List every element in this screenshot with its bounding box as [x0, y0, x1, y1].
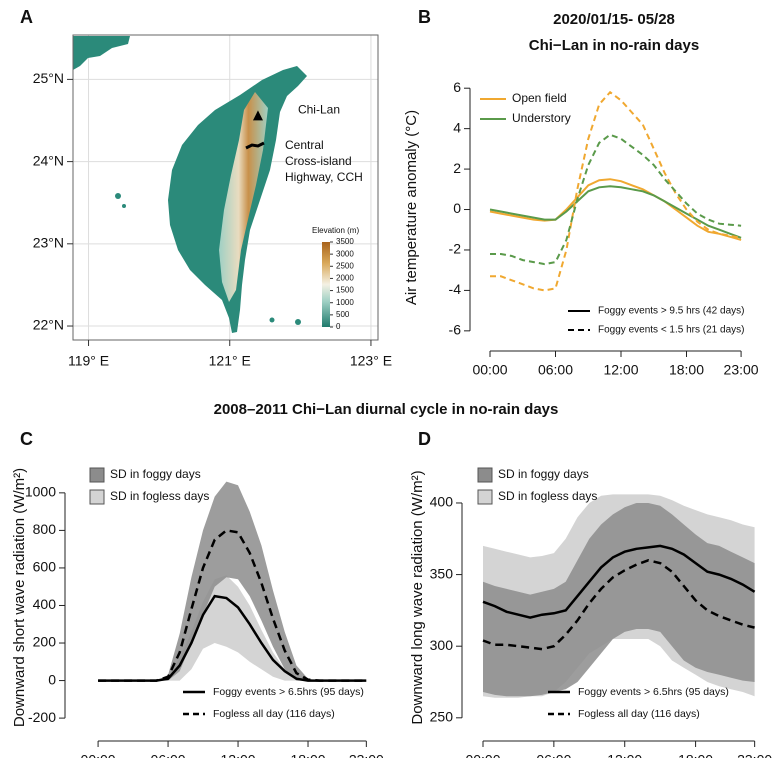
x-tick-label: 12:00 [607, 752, 642, 758]
x-tick-label: 123° E [350, 353, 392, 369]
x-tick-label: 23:00 [724, 362, 759, 378]
y-tick-label: 25°N [33, 70, 64, 86]
y-tick-label: 400 [33, 596, 57, 612]
y-tick-label: 600 [33, 559, 57, 575]
legend-label: Foggy events > 6.5hrs (95 days) [213, 686, 364, 698]
colorbar-tick-label: 3000 [336, 249, 354, 258]
chart-title: 2020/01/15- 05/28 [553, 11, 675, 28]
legend-label: Foggy events > 6.5hrs (95 days) [578, 686, 729, 698]
y-tick-label: 350 [430, 565, 454, 581]
colorbar-tick-label: 3500 [336, 237, 354, 246]
x-tick-label: 23:00 [737, 752, 772, 758]
colorbar-title: Elevation (m) [312, 226, 359, 235]
y-tick-label: 250 [430, 709, 454, 725]
legend-label: Fogless all day (116 days) [213, 708, 335, 720]
colorbar-tick-label: 1500 [336, 286, 354, 295]
y-tick-label: 300 [430, 637, 454, 653]
y-tick-label: 2 [453, 160, 461, 176]
x-tick-label: 00:00 [81, 752, 116, 758]
x-tick-label: 12:00 [221, 752, 256, 758]
line [490, 135, 741, 264]
y-tick-label: -4 [449, 281, 462, 297]
site-label: Chi-Lan [298, 103, 340, 117]
x-tick-label: 121° E [209, 353, 251, 369]
x-tick-label: 119° E [68, 353, 109, 369]
island [270, 318, 275, 323]
y-tick-label: -6 [449, 322, 462, 338]
line [490, 179, 741, 240]
x-tick-label: 06:00 [151, 752, 186, 758]
x-tick-label: 18:00 [678, 752, 713, 758]
legend-swatch [478, 468, 492, 482]
y-tick-label: 22°N [33, 317, 64, 333]
x-tick-label: 00:00 [465, 752, 500, 758]
colorbar-tick-label: 1000 [336, 298, 354, 307]
y-tick-label: 800 [33, 521, 57, 537]
y-tick-label: 23°N [33, 235, 64, 251]
y-axis-label: Downward short wave radiation (W/m²) [11, 468, 28, 727]
x-tick-label: 00:00 [472, 362, 507, 378]
island [115, 193, 121, 199]
legend-label: Open field [512, 91, 567, 105]
sd-band [98, 575, 366, 680]
y-tick-label: 24°N [33, 152, 64, 168]
colorbar [322, 242, 330, 327]
legend-swatch [90, 468, 104, 482]
panel-label: C [20, 429, 33, 449]
chart-title: Chi−Lan in no-rain days [529, 37, 699, 54]
y-tick-label: 4 [453, 119, 461, 135]
legend-label: SD in foggy days [110, 467, 201, 481]
annotation: Cross-island [285, 154, 352, 168]
legend-label: SD in foggy days [498, 467, 589, 481]
colorbar-tick-label: 2500 [336, 261, 354, 270]
x-tick-label: 12:00 [603, 362, 638, 378]
y-axis-label: Air temperature anomaly (°C) [403, 110, 420, 305]
panel-label: D [418, 429, 431, 449]
y-tick-label: -200 [28, 709, 56, 725]
y-axis-label: Downward long wave radiation (W/m²) [409, 470, 426, 724]
legend-label: SD in fogless days [110, 489, 209, 503]
legend-label: Foggy events > 9.5 hrs (42 days) [598, 306, 744, 317]
island [122, 204, 126, 208]
legend-label: Foggy events < 1.5 hrs (21 days) [598, 325, 744, 336]
colorbar-tick-label: 2000 [336, 274, 354, 283]
x-tick-label: 23:00 [349, 752, 384, 758]
y-tick-label: 0 [453, 200, 461, 216]
y-tick-label: 400 [430, 494, 454, 510]
y-tick-label: 1000 [25, 484, 56, 500]
y-tick-label: -2 [449, 241, 462, 257]
legend-label: SD in fogless days [498, 489, 597, 503]
colorbar-tick-label: 500 [336, 310, 350, 319]
legend-swatch [478, 490, 492, 504]
colorbar-tick-label: 0 [336, 322, 341, 331]
x-tick-label: 06:00 [536, 752, 571, 758]
y-tick-label: 6 [453, 79, 461, 95]
legend-label: Understory [512, 111, 571, 125]
y-tick-label: 0 [48, 671, 56, 687]
annotation: Highway, CCH [285, 170, 363, 184]
figure: 2008–2011 Chi−Lan diurnal cycle in no-ra… [0, 0, 772, 758]
x-tick-label: 06:00 [538, 362, 573, 378]
page: {"figure_title":"2008–2011 Chi−Lan diurn… [0, 0, 772, 758]
figure-title: 2008–2011 Chi−Lan diurnal cycle in no-ra… [214, 401, 559, 418]
panel-label: A [20, 7, 33, 27]
legend-label: Fogless all day (116 days) [578, 708, 700, 720]
legend-swatch [90, 490, 104, 504]
x-tick-label: 18:00 [669, 362, 704, 378]
y-tick-label: 200 [33, 634, 57, 650]
island [295, 319, 301, 325]
x-tick-label: 18:00 [290, 752, 325, 758]
annotation: Central [285, 138, 324, 152]
panel-label: B [418, 7, 431, 27]
